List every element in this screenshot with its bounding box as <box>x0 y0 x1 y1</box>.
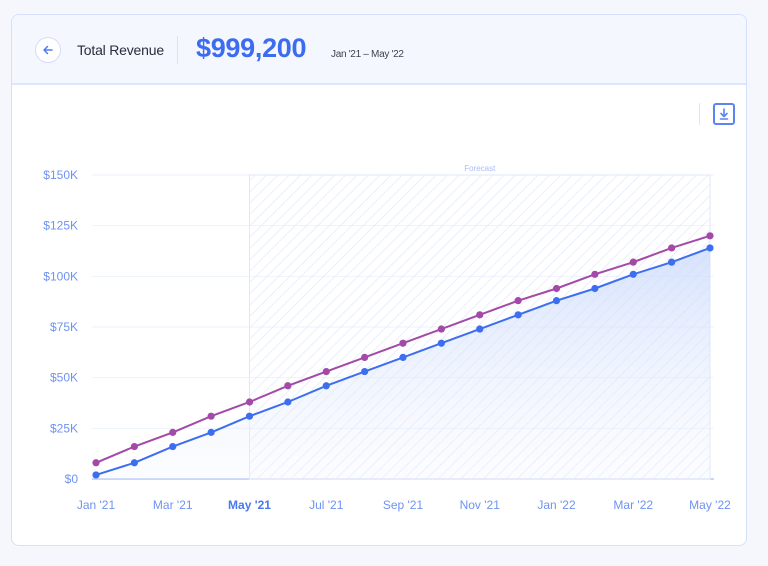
data-point[interactable] <box>629 258 637 266</box>
x-tick-label: Sep '21 <box>383 498 424 512</box>
data-point[interactable] <box>591 284 599 293</box>
data-point[interactable] <box>706 232 714 240</box>
y-tick-label: $50K <box>50 371 78 385</box>
x-tick-label: Nov '21 <box>460 498 501 512</box>
data-point[interactable] <box>245 398 254 406</box>
data-point[interactable] <box>169 428 177 436</box>
data-point[interactable] <box>668 258 676 266</box>
y-tick-label: $75K <box>50 320 78 334</box>
data-point[interactable] <box>514 311 522 319</box>
download-icon <box>719 108 729 120</box>
area-fill <box>96 247 710 479</box>
actual-area <box>96 247 710 479</box>
data-point[interactable] <box>399 353 407 361</box>
series-lines <box>92 232 714 479</box>
data-point[interactable] <box>284 398 292 406</box>
series-actual <box>92 244 714 479</box>
data-point[interactable] <box>361 367 369 376</box>
date-range: Jan '21 – May '22 <box>331 49 404 60</box>
y-tick-label: $125K <box>43 219 78 233</box>
arrow-left-icon <box>43 45 53 55</box>
card-header: Total Revenue $999,200 Jan '21 – May '22 <box>12 15 746 85</box>
x-tick-label: May '22 <box>689 498 731 512</box>
data-point[interactable] <box>437 325 445 333</box>
data-point[interactable] <box>591 270 599 278</box>
data-point[interactable] <box>92 459 100 467</box>
y-tick-label: $25K <box>50 421 78 435</box>
data-point[interactable] <box>552 297 561 305</box>
x-axis-labels: Jan '21 Mar '21 May '21 Jul '21 Sep '21 Nov '… <box>77 498 731 512</box>
series-target <box>92 232 714 467</box>
data-point[interactable] <box>552 284 561 293</box>
x-tick-label: Mar '22 <box>613 498 653 512</box>
data-point[interactable] <box>706 244 714 252</box>
forecast-label: Forecast <box>464 164 496 173</box>
data-point[interactable] <box>207 412 215 420</box>
data-point[interactable] <box>399 339 407 347</box>
x-tick-label: May '21 <box>228 498 271 512</box>
x-tick-label: Jan '22 <box>537 498 576 512</box>
y-tick-label: $0 <box>65 472 79 486</box>
data-point[interactable] <box>169 442 177 451</box>
data-point[interactable] <box>322 382 330 390</box>
back-button[interactable] <box>35 37 61 63</box>
toolbar-divider <box>699 103 700 125</box>
data-point[interactable] <box>130 442 138 451</box>
total-amount: $999,200 <box>196 33 307 63</box>
x-tick-label: Jul '21 <box>309 498 344 512</box>
y-tick-label: $100K <box>43 269 78 283</box>
data-point[interactable] <box>92 471 100 479</box>
page-title: Total Revenue <box>77 42 164 58</box>
data-point[interactable] <box>514 297 522 305</box>
data-point[interactable] <box>284 382 292 390</box>
data-point[interactable] <box>130 459 138 467</box>
data-point[interactable] <box>437 339 445 347</box>
y-tick-label: $150K <box>43 168 78 182</box>
download-button[interactable] <box>713 103 735 125</box>
header-divider <box>177 36 178 64</box>
x-tick-label: Jan '21 <box>77 498 116 512</box>
data-point[interactable] <box>245 412 254 420</box>
data-point[interactable] <box>629 270 637 278</box>
y-axis-labels: $0 $25K $50K $75K $100K $125K $150K <box>43 168 78 486</box>
data-point[interactable] <box>668 244 676 252</box>
data-point[interactable] <box>476 311 484 319</box>
data-point[interactable] <box>207 428 215 436</box>
x-tick-label: Mar '21 <box>153 498 193 512</box>
data-point[interactable] <box>322 367 330 376</box>
data-point[interactable] <box>361 353 369 361</box>
data-point[interactable] <box>476 325 484 333</box>
